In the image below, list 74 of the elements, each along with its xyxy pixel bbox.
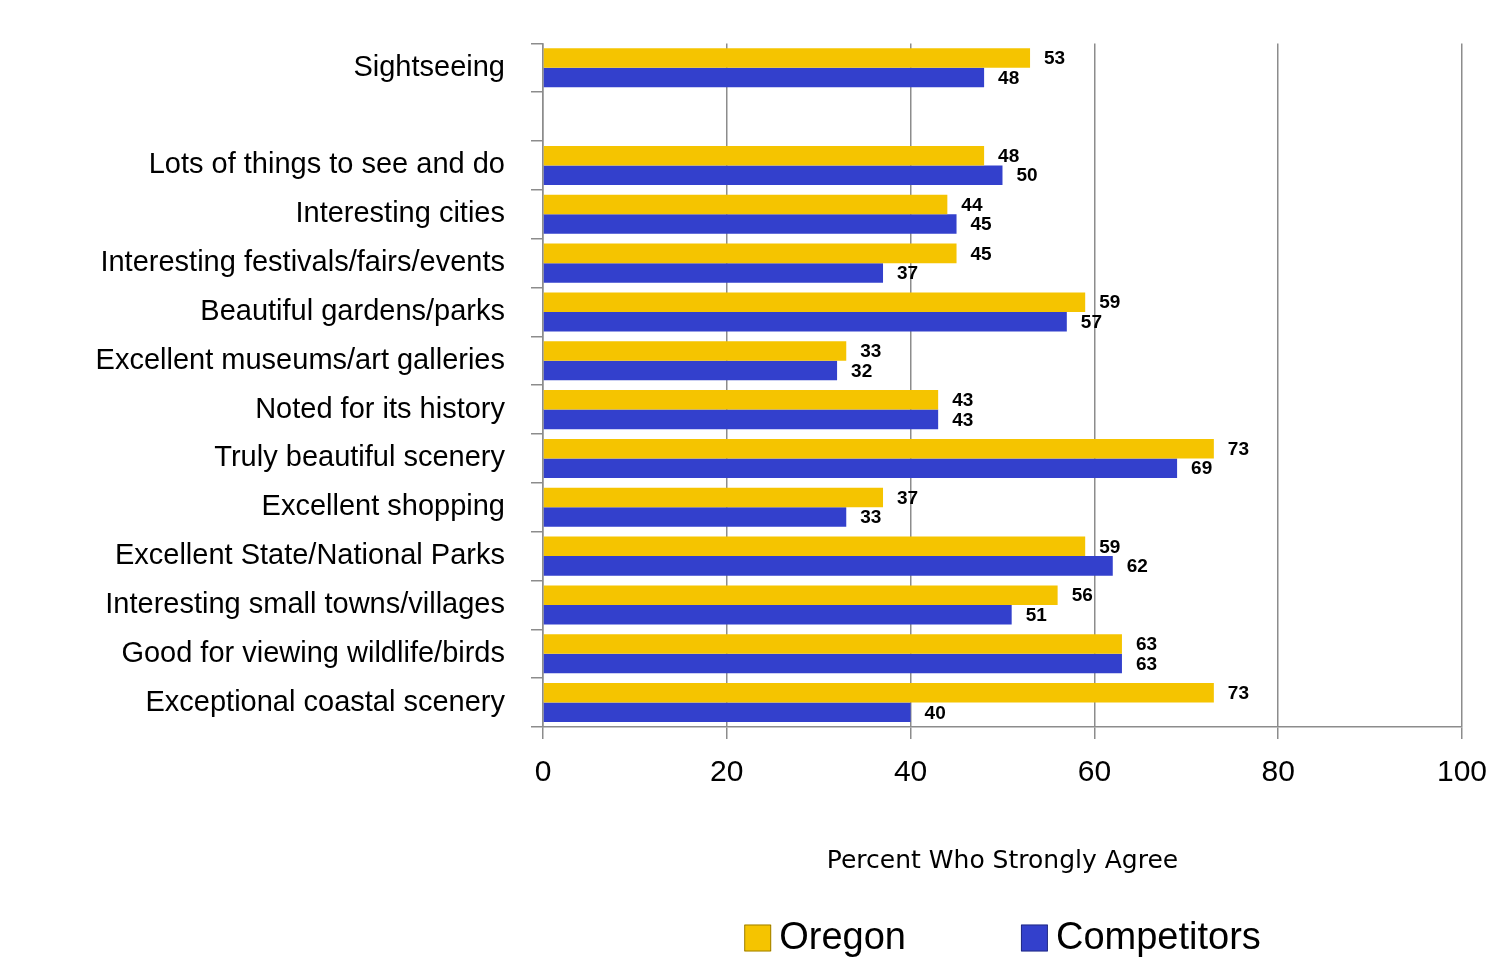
bar bbox=[543, 263, 884, 283]
y-tick-label: Excellent museums/art galleries bbox=[95, 342, 505, 375]
data-label: 73 bbox=[1227, 437, 1249, 459]
bar bbox=[543, 702, 911, 723]
bar bbox=[543, 585, 1058, 605]
data-label: 56 bbox=[1071, 584, 1093, 606]
x-tick-label: 80 bbox=[1261, 754, 1295, 788]
y-tick-label: Sightseeing bbox=[353, 49, 505, 82]
x-tick-label: 40 bbox=[893, 754, 928, 788]
bar bbox=[543, 390, 939, 410]
bar bbox=[543, 634, 1122, 654]
y-tick-label: Interesting cities bbox=[295, 196, 505, 229]
bar bbox=[543, 165, 1003, 185]
bar bbox=[543, 360, 838, 381]
data-label: 57 bbox=[1080, 310, 1102, 332]
data-label: 48 bbox=[998, 66, 1020, 88]
y-tick-label: Beautiful gardens/parks bbox=[200, 293, 505, 326]
y-tick-label: Interesting festivals/fairs/events bbox=[100, 245, 505, 278]
data-label: 45 bbox=[970, 242, 993, 264]
bar bbox=[543, 507, 847, 527]
y-tick-label: Interesting small towns/villages bbox=[105, 586, 505, 619]
data-label: 43 bbox=[952, 408, 974, 430]
x-tick-label: 20 bbox=[710, 754, 744, 788]
data-label: 62 bbox=[1126, 555, 1148, 577]
data-label: 69 bbox=[1191, 457, 1213, 479]
bar bbox=[543, 438, 1214, 459]
data-label: 59 bbox=[1099, 535, 1121, 557]
bar bbox=[543, 604, 1012, 625]
bar bbox=[543, 653, 1122, 674]
data-label: 73 bbox=[1227, 682, 1249, 704]
bar bbox=[543, 409, 939, 430]
bar bbox=[543, 214, 957, 234]
bar bbox=[543, 145, 985, 166]
data-label: 40 bbox=[924, 701, 946, 723]
bar bbox=[543, 194, 948, 215]
bar bbox=[543, 458, 1178, 478]
data-label: 50 bbox=[1016, 164, 1038, 186]
data-label: 33 bbox=[860, 340, 882, 362]
data-label: 32 bbox=[851, 359, 873, 381]
x-tick-label: 100 bbox=[1436, 754, 1487, 788]
data-label: 37 bbox=[897, 486, 919, 508]
data-label: 63 bbox=[1135, 633, 1158, 655]
bar bbox=[543, 292, 1086, 312]
y-tick-label: Truly beautiful scenery bbox=[214, 440, 506, 473]
bar bbox=[543, 341, 847, 361]
bar bbox=[543, 556, 1113, 576]
data-label: 37 bbox=[897, 262, 919, 284]
data-label: 59 bbox=[1099, 291, 1121, 313]
legend-label: Oregon bbox=[779, 915, 906, 958]
y-tick-label: Excellent shopping bbox=[261, 489, 505, 522]
data-label: 45 bbox=[970, 213, 993, 235]
x-axis-title: Percent Who Strongly Agree bbox=[826, 844, 1179, 874]
y-tick-label: Exceptional coastal scenery bbox=[145, 684, 506, 717]
data-label: 43 bbox=[952, 389, 974, 411]
data-label: 48 bbox=[998, 144, 1020, 166]
bar bbox=[543, 683, 1214, 703]
y-tick-label: Lots of things to see and do bbox=[148, 147, 505, 180]
y-tick-label: Noted for its history bbox=[255, 391, 506, 424]
y-tick-label: Good for viewing wildlife/birds bbox=[121, 635, 505, 668]
data-label: 51 bbox=[1025, 603, 1048, 625]
bar bbox=[543, 67, 985, 88]
bar bbox=[543, 311, 1067, 332]
data-label: 53 bbox=[1044, 47, 1066, 69]
bar bbox=[543, 48, 1031, 68]
legend-label: Competitors bbox=[1055, 915, 1261, 958]
bar bbox=[543, 243, 957, 264]
bar bbox=[543, 487, 884, 508]
data-label: 44 bbox=[961, 193, 983, 215]
data-label: 63 bbox=[1135, 652, 1158, 674]
y-tick-label: Excellent State/National Parks bbox=[114, 538, 505, 571]
data-label: 33 bbox=[860, 506, 882, 528]
bar bbox=[543, 536, 1086, 557]
x-tick-label: 60 bbox=[1077, 754, 1112, 788]
x-tick-label: 0 bbox=[534, 754, 552, 788]
